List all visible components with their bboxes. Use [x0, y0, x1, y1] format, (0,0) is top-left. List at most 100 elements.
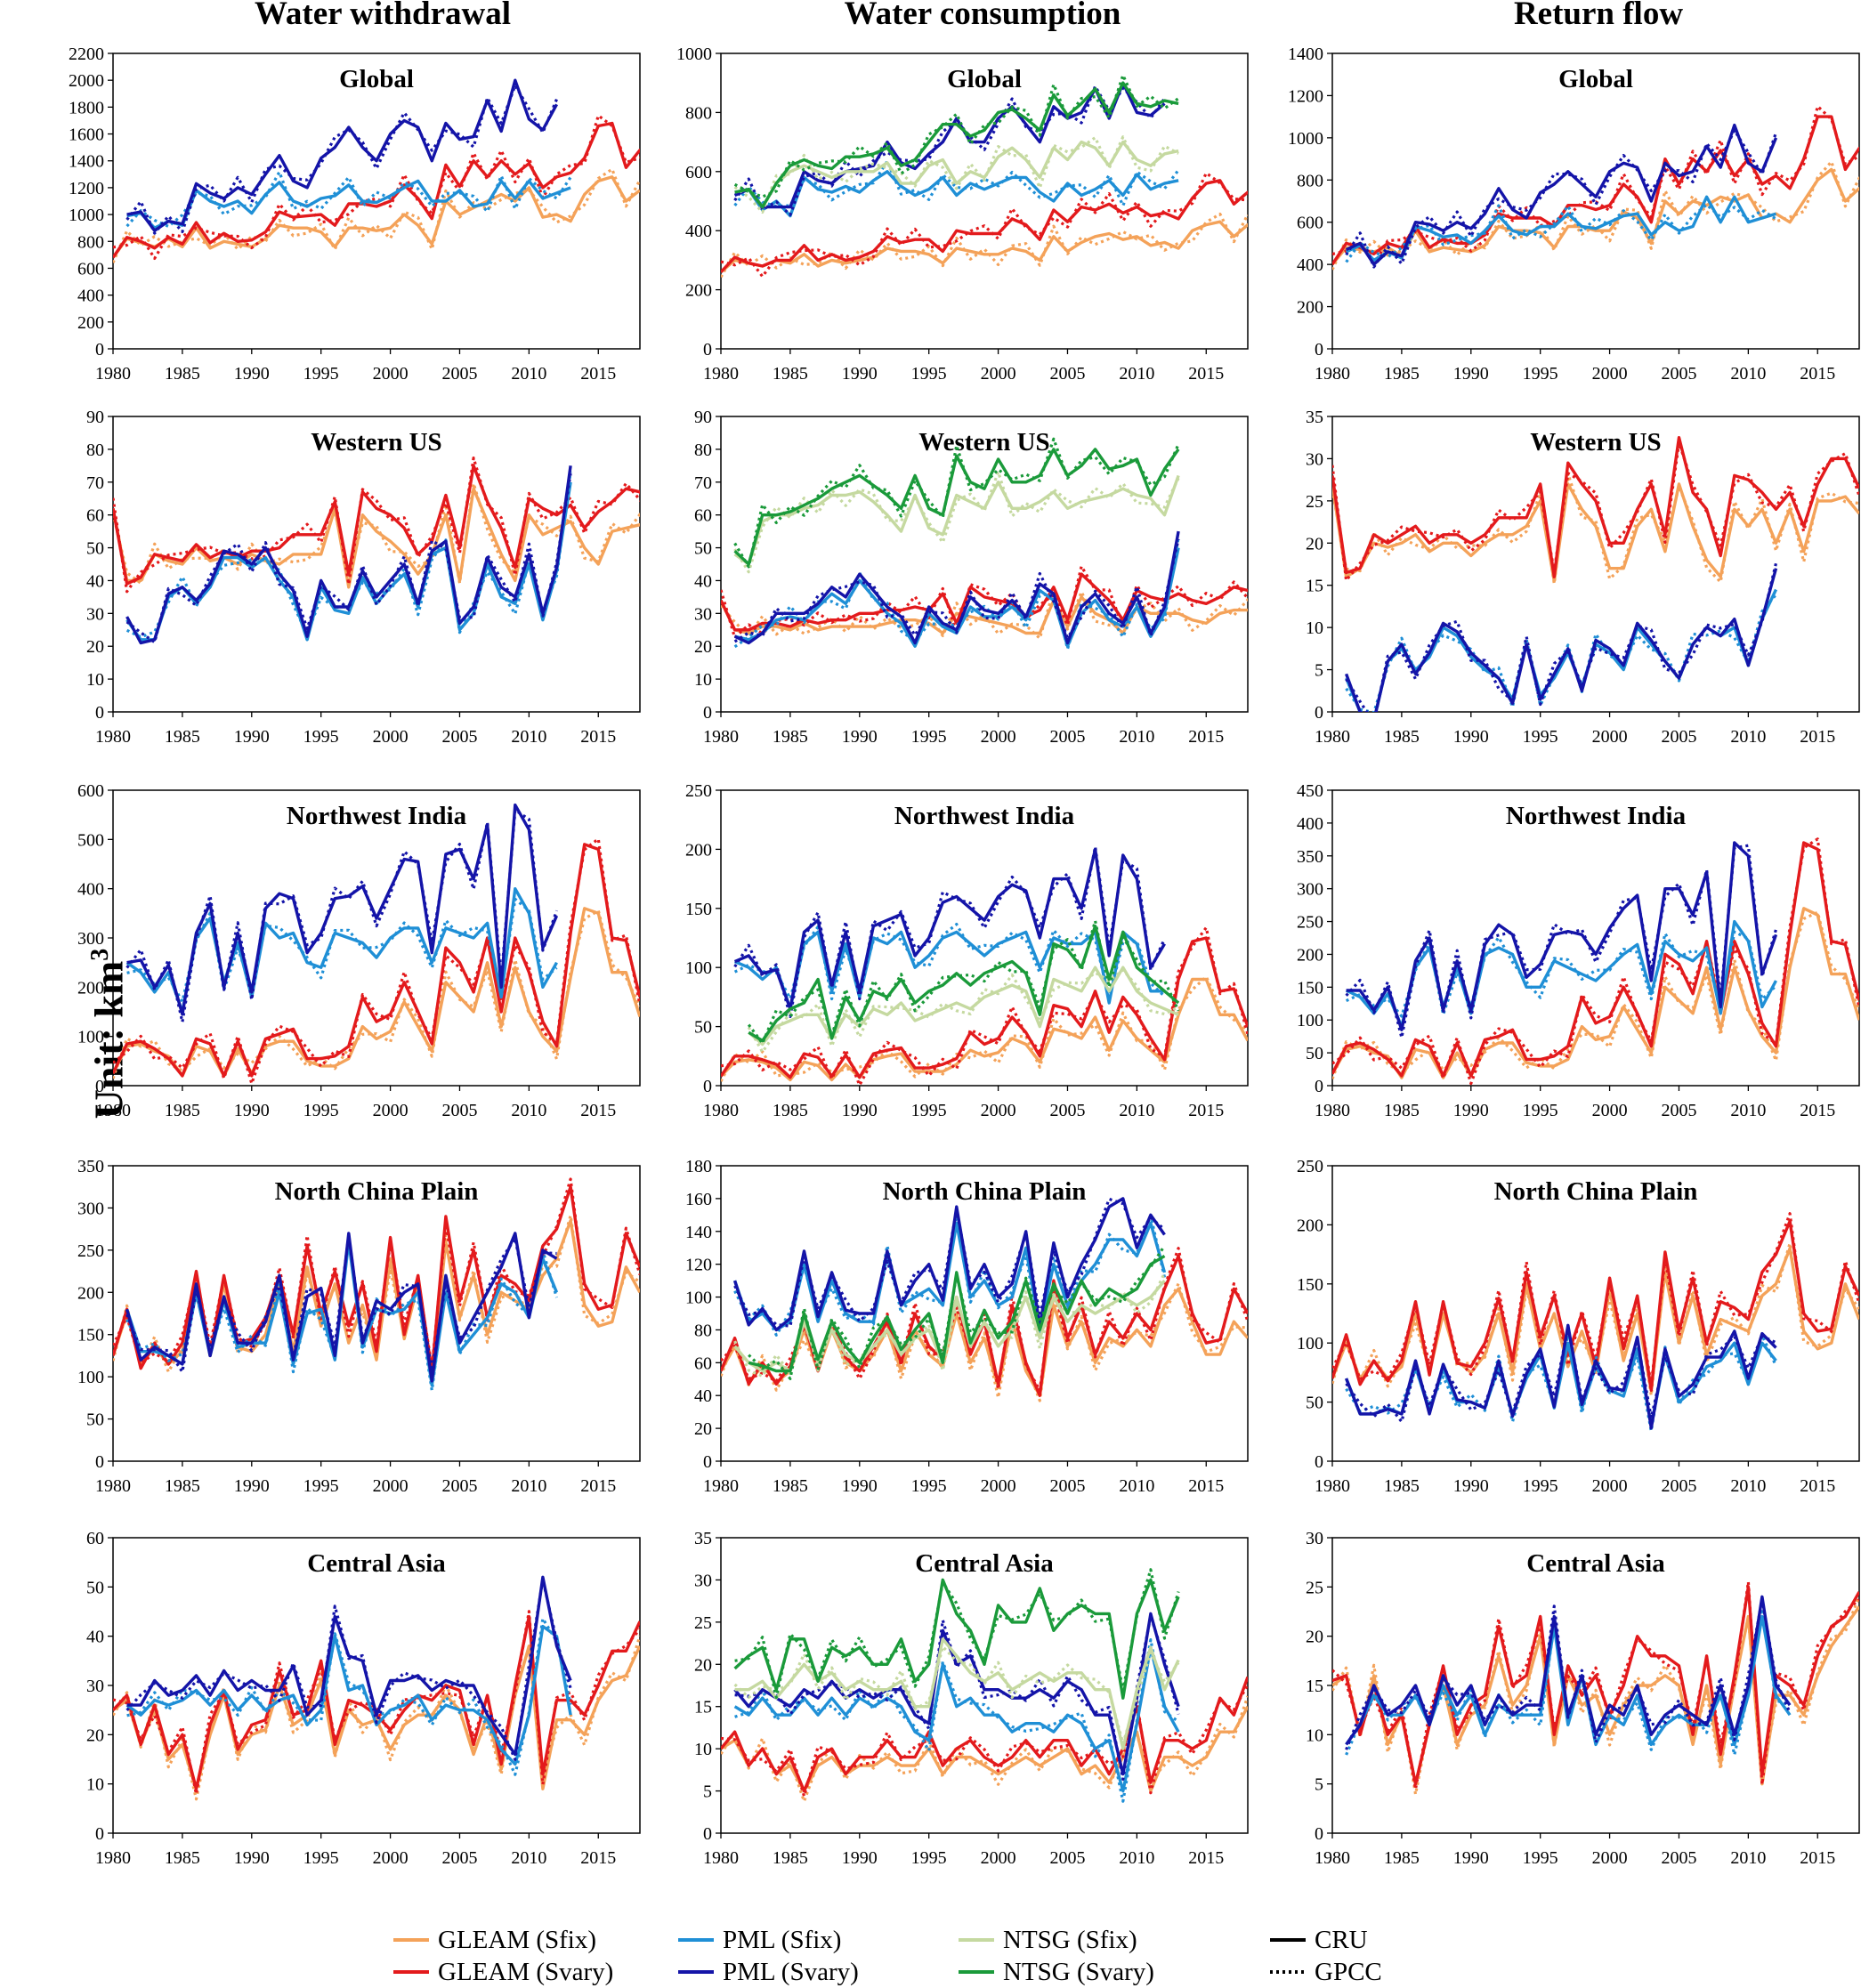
y-tick-label: 160: [685, 1190, 712, 1209]
x-tick-label: 2000: [1592, 1101, 1628, 1120]
series-line-cru-pml-svary: [126, 803, 559, 1016]
x-tick-label: 1980: [95, 364, 131, 384]
plot-frame: [112, 53, 641, 350]
series-group: [113, 457, 640, 645]
series-line-cru-ntsg-svary: [733, 1578, 1180, 1700]
y-tick-label: 10: [694, 670, 712, 690]
series-line-cru-ntsg-sfix: [734, 1637, 1180, 1750]
x-tick-label: 2015: [1800, 1476, 1835, 1496]
series-line-cru-pml-sfix: [125, 1624, 572, 1766]
series-line-gpcc-gleam-svary: [1332, 440, 1859, 582]
panel-title: Global: [947, 65, 1022, 93]
y-tick-label: 25: [1306, 1578, 1323, 1597]
y-tick-label: 20: [86, 1725, 104, 1745]
y-tick-label: 20: [694, 1419, 712, 1439]
series-group: [113, 78, 640, 263]
legend-label: CRU: [1315, 1925, 1368, 1954]
y-tick-label: 200: [1297, 298, 1323, 318]
x-tick-label: 1985: [773, 364, 808, 384]
x-tick-label: 2000: [981, 1848, 1016, 1868]
x-tick-label: 2000: [981, 364, 1016, 384]
x-tick-label: 1985: [773, 727, 808, 747]
panel-title: Global: [339, 65, 414, 93]
y-tick-label: 150: [685, 900, 712, 919]
series-line-cru-gleam-svary: [1332, 841, 1859, 1078]
x-tick-label: 1990: [234, 1476, 270, 1496]
x-tick-label: 2005: [441, 1476, 477, 1496]
column-title-consumption: Water consumption: [844, 0, 1121, 32]
y-tick-label: 140: [685, 1223, 712, 1242]
x-tick-label: 1995: [303, 1848, 339, 1868]
y-tick-label: 0: [1315, 1824, 1323, 1844]
y-tick-label: 200: [1297, 945, 1323, 965]
y-tick-label: 100: [77, 1368, 104, 1387]
panel-northwest-india-water-consumption: 0 50 100 150 200 250 1980 1985 1990 1995 2000 2005 2…: [685, 781, 1249, 1120]
x-tick-label: 2005: [1049, 364, 1085, 384]
x-tick-label: 1980: [703, 727, 739, 747]
y-tick-label: 25: [1306, 492, 1323, 512]
x-tick-label: 2010: [1119, 1848, 1154, 1868]
legend-label: PML (Sfix): [723, 1925, 842, 1954]
x-tick-label: 1995: [1523, 1476, 1558, 1496]
x-tick-label: 1990: [1453, 727, 1489, 747]
legend-swatch: [959, 1938, 994, 1942]
y-tick-label: 200: [685, 840, 712, 860]
x-tick-label: 1990: [234, 364, 270, 384]
y-tick-label: 30: [694, 1571, 712, 1590]
series-line-gpcc-gleam-sfix: [721, 1281, 1248, 1402]
series-line-cru-gleam-svary: [1332, 436, 1859, 578]
x-tick-label: 2010: [511, 1848, 546, 1868]
y-tick-label: 200: [1297, 1216, 1323, 1235]
y-tick-label: 40: [86, 571, 104, 591]
series-line-gpcc-pml-svary: [733, 538, 1180, 643]
y-tick-label: 5: [703, 1782, 712, 1802]
y-tick-label: 400: [1297, 255, 1323, 275]
y-tick-label: 60: [694, 506, 712, 526]
x-tick-label: 2010: [1119, 364, 1154, 384]
series-line-cru-ntsg-svary: [733, 448, 1180, 566]
series-line-cru-gleam-svary: [113, 1614, 640, 1790]
series-line-cru-gleam-svary: [1332, 115, 1859, 266]
x-tick-label: 1995: [911, 1848, 947, 1868]
panel-north-china-plain-water-consumption: 0 20 40 60 80 100 120 140 160 180 1980 1985 1990 1995…: [685, 1157, 1249, 1496]
y-tick-label: 80: [694, 1321, 712, 1340]
x-tick-label: 2015: [1188, 727, 1224, 747]
y-tick-label: 90: [694, 408, 712, 427]
x-tick-label: 2015: [580, 1476, 616, 1496]
y-tick-label: 150: [77, 1326, 104, 1346]
x-tick-label: 2010: [1730, 727, 1766, 747]
x-tick-label: 2010: [511, 1101, 546, 1120]
legend-label: GLEAM (Svary): [438, 1957, 614, 1986]
y-tick-label: 60: [86, 506, 104, 526]
x-tick-label: 2015: [1188, 1476, 1224, 1496]
y-tick-label: 0: [703, 1077, 712, 1096]
x-tick-label: 1990: [234, 1848, 270, 1868]
series-line-gpcc-gleam-svary: [721, 171, 1248, 279]
x-tick-label: 2000: [981, 727, 1016, 747]
y-tick-label: 20: [694, 637, 712, 657]
x-tick-label: 1995: [911, 364, 947, 384]
series-line-cru-ntsg-sfix: [733, 474, 1180, 566]
x-tick-label: 2000: [1592, 364, 1628, 384]
x-tick-label: 2015: [1188, 1848, 1224, 1868]
panel-global-water-withdrawal: 0 200 400 600 800 1000 1200 1400 1600 1800 2000 220…: [69, 44, 641, 384]
y-tick-label: 250: [1297, 1157, 1323, 1176]
x-tick-label: 2005: [1661, 364, 1696, 384]
y-tick-label: 0: [95, 1824, 104, 1844]
x-tick-label: 2015: [1188, 364, 1224, 384]
x-tick-label: 1995: [911, 1476, 947, 1496]
series-line-cru-pml-svary: [1345, 1595, 1792, 1746]
x-tick-label: 1995: [911, 1101, 947, 1120]
series-line-cru-pml-sfix: [125, 887, 558, 1014]
series-line-cru-pml-sfix: [1345, 588, 1778, 712]
panel-western-us-return-flow: 0 5 10 15 20 25 30 35 1980 1985 1990 1995 2000 2005 20…: [1306, 408, 1860, 747]
x-tick-label: 2000: [373, 1101, 409, 1120]
series-line-cru-gleam-sfix: [113, 487, 640, 589]
plot-frame: [1331, 416, 1860, 713]
y-tick-label: 0: [703, 703, 712, 723]
plot-frame: [112, 416, 641, 713]
x-tick-label: 1980: [95, 1848, 131, 1868]
series-line-cru-ntsg-sfix: [733, 1280, 1166, 1373]
plot-frame: [720, 53, 1249, 350]
panel-title: Central Asia: [1526, 1549, 1665, 1578]
